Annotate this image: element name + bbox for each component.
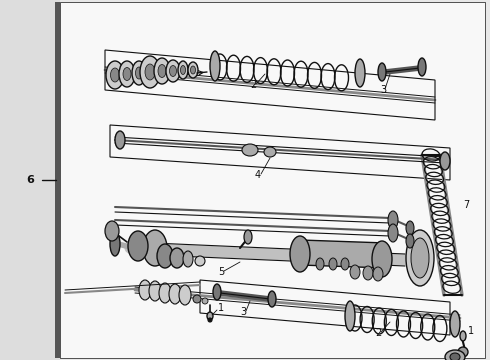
Ellipse shape [115, 131, 125, 149]
Ellipse shape [388, 211, 398, 229]
Text: 3: 3 [380, 85, 386, 95]
Ellipse shape [132, 61, 146, 85]
Ellipse shape [450, 311, 460, 337]
Text: 2: 2 [250, 80, 256, 90]
Ellipse shape [207, 312, 213, 320]
Ellipse shape [445, 350, 465, 360]
Ellipse shape [106, 61, 124, 89]
Circle shape [193, 295, 201, 303]
Ellipse shape [345, 301, 355, 331]
Text: 4: 4 [255, 170, 261, 180]
Ellipse shape [350, 265, 360, 279]
Ellipse shape [157, 244, 173, 268]
Ellipse shape [268, 291, 276, 307]
Ellipse shape [244, 230, 252, 244]
Text: 3: 3 [240, 307, 246, 317]
Text: 5: 5 [218, 267, 224, 277]
Ellipse shape [159, 283, 171, 303]
Ellipse shape [372, 241, 392, 277]
Ellipse shape [143, 230, 167, 266]
Ellipse shape [210, 51, 220, 81]
Ellipse shape [136, 67, 143, 79]
Ellipse shape [264, 147, 276, 157]
Ellipse shape [290, 236, 310, 272]
Ellipse shape [158, 64, 166, 77]
Ellipse shape [406, 234, 414, 248]
Ellipse shape [373, 267, 383, 281]
Ellipse shape [119, 61, 135, 87]
Circle shape [202, 298, 208, 304]
Ellipse shape [450, 353, 460, 360]
Ellipse shape [139, 280, 151, 300]
Ellipse shape [170, 66, 176, 77]
Ellipse shape [208, 318, 212, 322]
Ellipse shape [406, 221, 414, 235]
Ellipse shape [329, 258, 337, 270]
Text: 1: 1 [218, 303, 224, 313]
Ellipse shape [191, 66, 196, 74]
Ellipse shape [341, 258, 349, 270]
Ellipse shape [111, 68, 120, 82]
Ellipse shape [242, 144, 258, 156]
Ellipse shape [460, 331, 466, 341]
Circle shape [458, 347, 468, 357]
Ellipse shape [188, 62, 198, 78]
Ellipse shape [128, 231, 148, 261]
Ellipse shape [411, 238, 429, 278]
Ellipse shape [145, 64, 155, 80]
Ellipse shape [180, 66, 186, 75]
Ellipse shape [406, 230, 434, 286]
Ellipse shape [170, 248, 184, 268]
Ellipse shape [179, 285, 191, 305]
Ellipse shape [418, 58, 426, 76]
Bar [60, 2, 485, 358]
Ellipse shape [388, 224, 398, 242]
Ellipse shape [169, 284, 181, 304]
Ellipse shape [363, 266, 373, 280]
Text: 1: 1 [468, 326, 474, 336]
Ellipse shape [213, 284, 221, 300]
Ellipse shape [440, 152, 450, 170]
Ellipse shape [149, 281, 161, 301]
Ellipse shape [183, 251, 193, 267]
Ellipse shape [166, 60, 180, 82]
Text: 2: 2 [375, 328, 381, 338]
Text: 6: 6 [26, 175, 34, 185]
Ellipse shape [316, 258, 324, 270]
Ellipse shape [105, 221, 119, 241]
Ellipse shape [178, 61, 188, 79]
Bar [300, 240, 381, 268]
Ellipse shape [140, 56, 160, 88]
Bar [0, 0, 60, 360]
Ellipse shape [110, 232, 120, 256]
Ellipse shape [123, 68, 131, 81]
Ellipse shape [355, 59, 365, 87]
Bar [55, 2, 60, 358]
Text: 7: 7 [463, 200, 469, 210]
Ellipse shape [154, 58, 170, 84]
Circle shape [195, 256, 205, 266]
Ellipse shape [378, 63, 386, 81]
